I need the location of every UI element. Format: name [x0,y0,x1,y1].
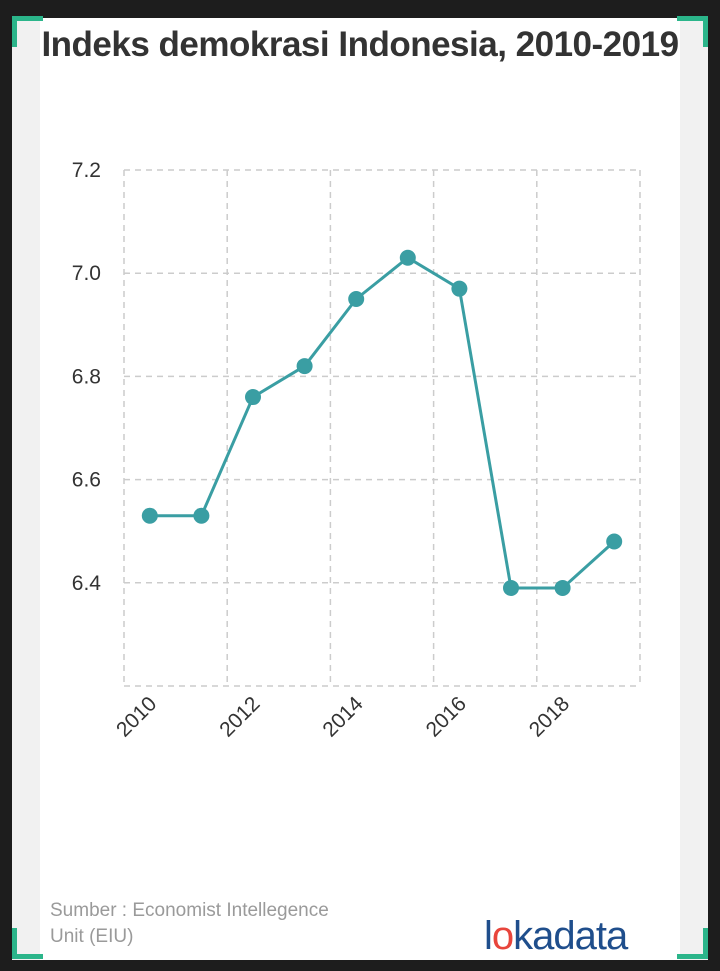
series-line [149,255,616,590]
y-tick-label: 7.2 [72,159,101,182]
corner-bottom-left [12,928,43,959]
data-point [451,280,468,297]
y-tick-label: 6.4 [72,572,102,595]
corner-top-left [12,16,43,47]
y-axis-ticks: 6.4 6.6 6.8 7.0 7.2 [72,159,102,595]
data-point [554,579,571,596]
corner-top-right [677,16,708,47]
data-point [193,507,210,524]
series [141,249,623,596]
source-note: Sumber : Economist Intellegence Unit (EI… [50,900,329,947]
chart-card [40,18,680,960]
y-tick-label: 6.6 [72,469,101,492]
data-point [399,249,416,266]
x-tick-label: 2010 [112,692,161,741]
x-tick-label: 2014 [318,692,368,742]
data-point [503,579,519,596]
y-tick-label: 7.0 [72,262,101,285]
data-point [348,291,365,307]
x-tick-label: 2018 [525,692,574,741]
grid [123,169,641,687]
data-point [606,533,623,550]
x-axis-ticks: 2010 2012 2014 2016 2018 [112,692,574,742]
data-point [296,358,313,375]
lokadata-logo: lokadata [484,914,628,958]
chart-title: Indeks demokrasi Indonesia, 2010-2019 [41,25,679,64]
x-tick-label: 2016 [422,692,471,741]
corner-bottom-right [677,928,708,959]
data-point [141,507,158,524]
x-tick-label: 2012 [215,692,264,741]
data-point [245,389,261,406]
y-tick-label: 6.8 [72,365,101,388]
